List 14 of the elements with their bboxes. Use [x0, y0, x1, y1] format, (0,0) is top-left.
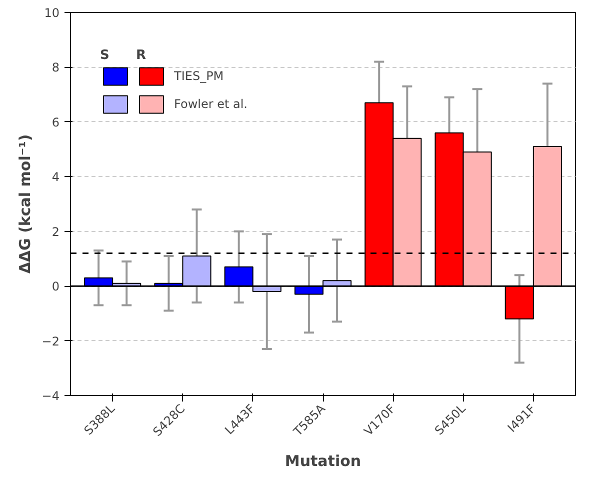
x-axis-title: Mutation — [284, 452, 362, 470]
y-tick-label: 4 — [52, 170, 60, 184]
y-tick-label: 6 — [52, 115, 60, 130]
y-tick-label: −2 — [42, 334, 60, 348]
y-tick-label: −4 — [42, 389, 60, 403]
annotation: S — [100, 48, 110, 63]
legend-label: Fowler et al. — [174, 97, 248, 111]
y-axis-title: ΔΔG (kcal mol⁻¹) — [16, 134, 34, 274]
y-tick-label: 2 — [52, 224, 60, 239]
y-tick-label: 8 — [52, 60, 60, 75]
legend-label: TIES_PM — [174, 69, 224, 83]
annotation: R — [136, 48, 148, 63]
y-tick-label: 0 — [52, 280, 60, 294]
y-tick-label: 10 — [44, 6, 60, 20]
